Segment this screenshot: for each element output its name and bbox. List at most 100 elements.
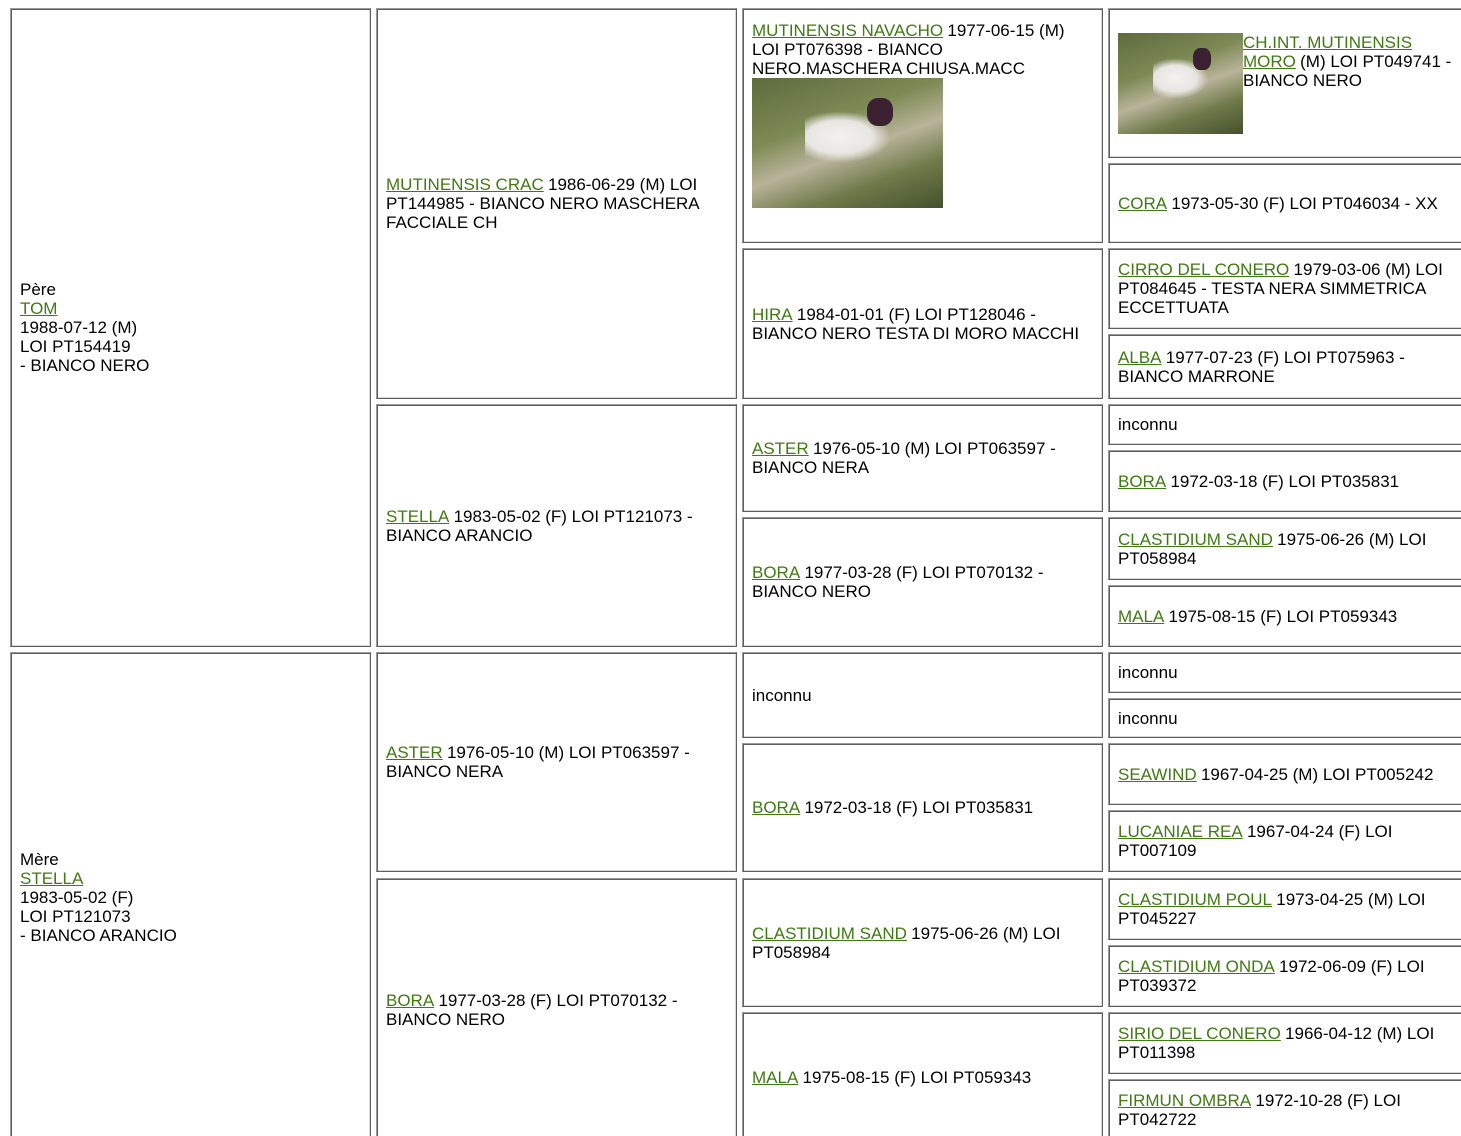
dog-details: 1976-05-10 (M) LOI PT063597 - BIANCO NER… — [386, 743, 690, 781]
dog-entry: CLASTIDIUM POUL 1973-04-25 (M) LOI PT0452… — [1118, 890, 1453, 928]
pedigree-cell: Père TOM 1988-07-12 (M) LOI PT154419- BIANC… — [10, 8, 371, 647]
dog-details: 1984-01-01 (F) LOI PT128046 - BIANCO NER… — [752, 304, 1080, 343]
dog-entry: FIRMUN OMBRA 1972-10-28 (F) LOI PT042722 — [1118, 1091, 1453, 1129]
dog-detail-line: 1988-07-12 (M) — [20, 318, 138, 337]
dog-link[interactable]: SEAWIND — [1118, 764, 1197, 784]
dog-details: 1972-03-18 (F) LOI PT035831 — [804, 798, 1034, 817]
pedigree-cell: ASTER 1976-05-10 (M) LOI PT063597 - BIANC… — [376, 652, 737, 872]
dog-detail-line: LOI PT154419 — [20, 337, 131, 356]
pedigree-cell: MUTINENSIS CRAC 1986-06-29 (M) LOI PT1449… — [376, 8, 737, 399]
dog-details: 1976-05-10 (M) LOI PT063597 - BIANCO NER… — [752, 439, 1056, 477]
dog-link[interactable]: BORA — [752, 798, 801, 817]
pedigree-cell: CLASTIDIUM SAND 1975-06-26 (M) LOI PT0589… — [1108, 517, 1461, 580]
pedigree-cell: HIRA 1984-01-01 (F) LOI PT128046 - BIANCO… — [742, 248, 1103, 399]
pedigree-cell: FIRMUN OMBRA 1972-10-28 (F) LOI PT042722 — [1108, 1079, 1461, 1136]
dog-link[interactable]: ALBA — [1118, 347, 1162, 367]
dog-detail-line: LOI PT121073 — [20, 906, 131, 926]
dog-link[interactable]: CLASTIDIUM SAND — [752, 923, 907, 943]
dog-link[interactable]: STELLA — [386, 506, 450, 526]
dog-link[interactable]: STELLA — [20, 868, 84, 888]
dog-entry: BORA 1977-03-28 (F) LOI PT070132 - BIANCO… — [386, 991, 727, 1029]
dog-link[interactable]: BORA — [386, 991, 435, 1010]
pedigree-cell: inconnu — [1108, 404, 1461, 445]
dog-details: 1966-04-12 (M) LOI PT011398 — [1118, 1024, 1435, 1062]
dog-details: 1986-06-29 (M) LOI PT144985 - BIANCO NER… — [386, 175, 699, 232]
pedigree-cell: inconnu — [1108, 698, 1461, 738]
pedigree-cell: SEAWIND 1967-04-25 (M) LOI PT005242 — [1108, 743, 1461, 805]
unknown-ancestor: inconnu — [1118, 663, 1178, 682]
name-row: TOM — [20, 299, 361, 318]
dog-entry: CH.INT. MUTINENSIS MORO (M) LOI PT049741 … — [1118, 33, 1453, 134]
dog-link[interactable]: CIRRO DEL CONERO — [1118, 260, 1290, 279]
parent-label: Père — [20, 280, 56, 299]
pedigree-cell: BORA 1977-03-28 (F) LOI PT070132 - BIANCO… — [376, 878, 737, 1136]
dog-details: 1975-06-26 (M) LOI PT058984 — [752, 923, 1061, 962]
dog-detail-line: - BIANCO ARANCIO — [20, 925, 177, 945]
pedigree-cell: CIRRO DEL CONERO 1979-03-06 (M) LOI PT084… — [1108, 248, 1461, 329]
dog-entry: CIRRO DEL CONERO 1979-03-06 (M) LOI PT084… — [1118, 260, 1453, 317]
dog-entry: HIRA 1984-01-01 (F) LOI PT128046 - BIANCO… — [752, 305, 1093, 343]
dog-link[interactable]: LUCANIAE REA — [1118, 822, 1243, 841]
unknown-ancestor: inconnu — [1118, 415, 1178, 434]
dog-entry: MALA 1975-08-15 (F) LOI PT059343 — [1118, 607, 1453, 626]
dog-details: 1972-10-28 (F) LOI PT042722 — [1118, 1091, 1401, 1129]
pedigree-cell: MUTINENSIS NAVACHO 1977-06-15 (M) LOI PT0… — [742, 8, 1103, 243]
dog-photo — [1118, 33, 1243, 134]
dog-details: 1977-07-23 (F) LOI PT075963 - BIANCO MAR… — [1118, 347, 1405, 386]
unknown-ancestor: inconnu — [1118, 708, 1178, 728]
dog-link[interactable]: HIRA — [752, 304, 793, 324]
pedigree-cell: SIRIO DEL CONERO 1966-04-12 (M) LOI PT011… — [1108, 1012, 1461, 1074]
dog-photo — [752, 78, 943, 208]
dog-details: 1975-06-26 (M) LOI PT058984 — [1118, 529, 1427, 568]
dog-entry: CLASTIDIUM SAND 1975-06-26 (M) LOI PT0589… — [752, 924, 1093, 962]
pedigree-cell: MALA 1975-08-15 (F) LOI PT059343 — [1108, 585, 1461, 647]
pedigree-cell: inconnu — [742, 652, 1103, 738]
dog-link[interactable]: BORA — [1118, 471, 1167, 491]
dog-link[interactable]: BORA — [752, 563, 801, 582]
pedigree-cell: BORA 1972-03-18 (F) LOI PT035831 — [1108, 450, 1461, 512]
dog-details: 1975-08-15 (F) LOI PT059343 — [1168, 606, 1398, 626]
dog-link[interactable]: CORA — [1118, 193, 1168, 213]
dog-link[interactable]: FIRMUN OMBRA — [1118, 1091, 1252, 1110]
dog-link[interactable]: CLASTIDIUM POUL — [1118, 890, 1272, 909]
pedigree-cell: CLASTIDIUM POUL 1973-04-25 (M) LOI PT0452… — [1108, 878, 1461, 940]
pedigree-cell: CLASTIDIUM SAND 1975-06-26 (M) LOI PT0589… — [742, 878, 1103, 1007]
pedigree-cell: MALA 1975-08-15 (F) LOI PT059343 — [742, 1012, 1103, 1136]
dog-entry: BORA 1972-03-18 (F) LOI PT035831 — [1118, 472, 1453, 491]
dog-entry: STELLA 1983-05-02 (F) LOI PT121073 - BIAN… — [386, 507, 727, 545]
dog-entry: CLASTIDIUM SAND 1975-06-26 (M) LOI PT0589… — [1118, 530, 1453, 568]
dog-link[interactable]: SIRIO DEL CONERO — [1118, 1024, 1281, 1043]
dog-detail-line: 1983-05-02 (F) — [20, 887, 134, 907]
dog-details: 1979-03-06 (M) LOI PT084645 - TESTA NERA… — [1118, 260, 1443, 317]
dog-entry: LUCANIAE REA 1967-04-24 (F) LOI PT007109 — [1118, 822, 1453, 860]
dog-entry: ASTER 1976-05-10 (M) LOI PT063597 - BIANC… — [386, 743, 727, 781]
dog-link[interactable]: MUTINENSIS CRAC — [386, 175, 544, 194]
dog-entry: SEAWIND 1967-04-25 (M) LOI PT005242 — [1118, 765, 1453, 784]
dog-detail-line: - BIANCO NERO — [20, 356, 150, 375]
dog-details: 1977-06-15 (M) LOI PT076398 - BIANCO NER… — [752, 21, 1065, 78]
pedigree-cell: CORA 1973-05-30 (F) LOI PT046034 - XX — [1108, 163, 1461, 243]
dog-details: 1973-05-30 (F) LOI PT046034 - XX — [1171, 193, 1438, 213]
dog-link[interactable]: CH.INT. MUTINENSIS MORO — [1243, 33, 1413, 71]
dog-link[interactable]: ASTER — [752, 439, 809, 458]
pedigree-cell: ASTER 1976-05-10 (M) LOI PT063597 - BIANC… — [742, 404, 1103, 512]
dog-entry: ASTER 1976-05-10 (M) LOI PT063597 - BIANC… — [752, 439, 1093, 477]
dog-link[interactable]: ASTER — [386, 743, 443, 762]
dog-link[interactable]: MALA — [752, 1067, 799, 1087]
dog-link[interactable]: TOM — [20, 299, 58, 318]
pedigree-cell: ALBA 1977-07-23 (F) LOI PT075963 - BIANCO… — [1108, 334, 1461, 399]
pedigree-cell: BORA 1972-03-18 (F) LOI PT035831 — [742, 743, 1103, 872]
pedigree-cell: BORA 1977-03-28 (F) LOI PT070132 - BIANCO… — [742, 517, 1103, 647]
dog-entry: BORA 1972-03-18 (F) LOI PT035831 — [752, 798, 1093, 817]
dog-details: 1977-03-28 (F) LOI PT070132 - BIANCO NER… — [386, 991, 678, 1029]
dog-entry: ALBA 1977-07-23 (F) LOI PT075963 - BIANCO… — [1118, 348, 1453, 386]
dog-link[interactable]: MUTINENSIS NAVACHO — [752, 21, 944, 40]
dog-entry: SIRIO DEL CONERO 1966-04-12 (M) LOI PT011… — [1118, 1024, 1453, 1062]
dog-link[interactable]: CLASTIDIUM ONDA — [1118, 957, 1275, 976]
pedigree-cell: CH.INT. MUTINENSIS MORO (M) LOI PT049741 … — [1108, 8, 1461, 158]
dog-link[interactable]: CLASTIDIUM SAND — [1118, 529, 1273, 549]
dog-link[interactable]: MALA — [1118, 606, 1165, 626]
dog-details: 1967-04-24 (F) LOI PT007109 — [1118, 822, 1393, 860]
dog-details: 1972-06-09 (F) LOI PT039372 — [1118, 957, 1425, 995]
